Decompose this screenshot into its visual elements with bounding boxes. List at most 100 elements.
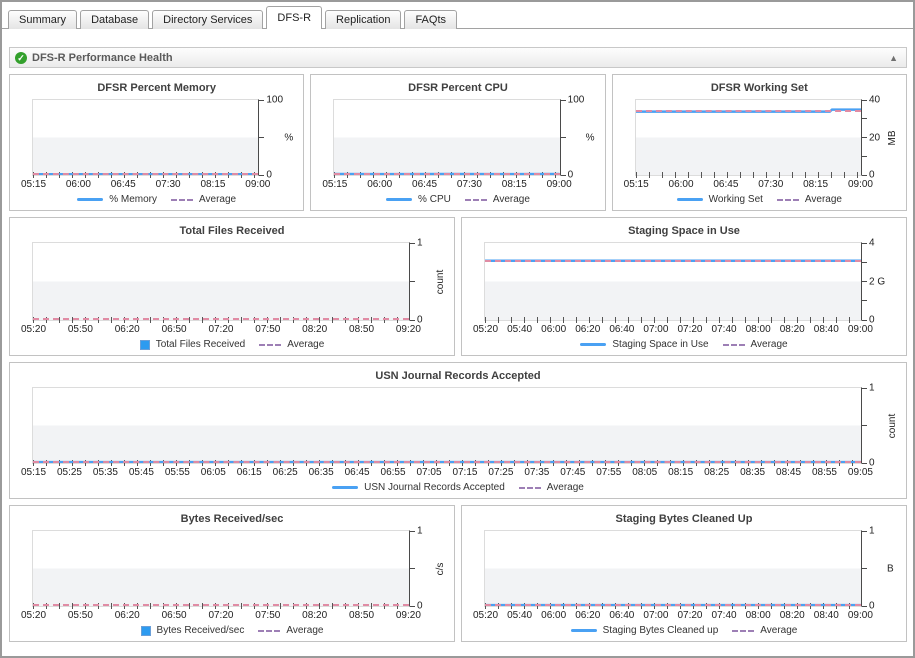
plot-area: 0 1 count [32, 383, 898, 469]
x-tick-label: 06:00 [541, 324, 567, 335]
x-tick-label: 09:00 [245, 179, 271, 190]
y-tick [862, 387, 867, 389]
x-tick-label: 07:40 [711, 610, 737, 621]
y-tick [560, 137, 566, 138]
tab-summary[interactable]: Summary [8, 10, 78, 29]
tab-faqts[interactable]: FAQts [404, 10, 457, 29]
x-tick-label: 05:50 [67, 324, 93, 335]
x-tick-label: 07:15 [452, 467, 478, 478]
chart-legend: Working Set Average [613, 191, 906, 208]
y-tick [259, 137, 265, 138]
y-tick-label: 100 [567, 94, 585, 106]
x-tick-label: 05:15 [322, 179, 348, 190]
y-tick-label: 0 [567, 169, 574, 181]
tab-database[interactable]: Database [80, 10, 150, 29]
average-line [33, 318, 409, 321]
plot-zone: 0 100% [32, 95, 293, 181]
x-tick-label: 05:50 [67, 610, 93, 621]
average-line [33, 173, 259, 176]
x-tick-label: 08:40 [813, 610, 839, 621]
x-tick-label: 05:20 [21, 610, 47, 621]
x-axis-labels: 05:15 06:00 06:45 07:30 08:15 09:00 [322, 179, 571, 191]
x-tick-label: 06:50 [161, 610, 187, 621]
y-axis-unit: B [887, 563, 894, 574]
x-tick-label: 07:30 [758, 179, 784, 190]
legend-series-label: % Memory [109, 194, 158, 205]
legend-average-label: Average [286, 625, 324, 636]
x-tick-label: 08:20 [302, 324, 328, 335]
x-tick-label: 08:15 [200, 179, 226, 190]
x-tick-label: 08:15 [803, 179, 829, 190]
tab-directory-services[interactable]: Directory Services [152, 10, 264, 29]
y-axis-unit: c/s [435, 562, 446, 575]
plot-area: 0 2 G 4 [484, 238, 885, 326]
x-tick-label: 07:20 [677, 610, 703, 621]
x-tick-label: 05:40 [507, 324, 533, 335]
legend-series-label: Bytes Received/sec [156, 625, 245, 636]
tab-replication[interactable]: Replication [325, 10, 402, 29]
y-tick-label: 100 [266, 94, 284, 106]
plot-area: 0 20 40 MB [634, 95, 898, 181]
y-tick [862, 281, 867, 282]
plot-area: 0 100% [32, 95, 293, 181]
legend-average-label: Average [750, 339, 788, 350]
x-tick-label: 05:15 [623, 179, 649, 190]
plot-zone: 0 1 count [32, 383, 898, 469]
legend-series-label: USN Journal Records Accepted [364, 482, 505, 493]
x-tick-label: 08:20 [779, 324, 805, 335]
tab-dfs-r[interactable]: DFS-R [266, 6, 323, 29]
chart-legend: % Memory Average [10, 191, 303, 208]
x-tick-label: 05:20 [473, 610, 499, 621]
legend-series-swatch [140, 625, 151, 636]
x-tick-label: 05:15 [21, 467, 47, 478]
plot-zone: 0 100% [333, 95, 595, 181]
chart-legend: % CPU Average [311, 191, 604, 208]
chart-row-4: Bytes Received/sec 0 1 c/s 05:20 05:50 06:20… [9, 505, 907, 642]
legend-average-swatch [776, 198, 799, 201]
x-tick-label: 06:25 [272, 467, 298, 478]
x-tick-label: 08:15 [668, 467, 694, 478]
y-tick [410, 568, 415, 569]
x-tick-label: 06:00 [65, 179, 91, 190]
x-axis-labels: 05:20 05:50 06:20 06:50 07:20 07:50 08:20 08:50… [21, 324, 421, 336]
y-axis-unit: count [435, 269, 446, 294]
plot-area: 0 1 c/s [32, 526, 446, 612]
x-tick-label: 05:25 [56, 467, 82, 478]
x-tick-label: 08:50 [349, 324, 375, 335]
plot-zone: 0 20 40 MB [634, 95, 898, 181]
y-tick [862, 261, 867, 263]
x-tick-label: 08:45 [776, 467, 802, 478]
x-axis-labels: 05:20 05:40 06:00 06:20 06:40 07:00 07:20 07:40… [473, 324, 873, 336]
chart-title: Staging Bytes Cleaned Up [615, 513, 753, 525]
x-tick-label: 06:20 [575, 610, 601, 621]
legend-series-label: Staging Bytes Cleaned up [602, 625, 719, 636]
x-tick-label: 06:45 [412, 179, 438, 190]
x-axis-ticks [635, 172, 861, 178]
x-axis-labels: 05:15 06:00 06:45 07:30 08:15 09:00 [624, 179, 873, 191]
legend-average-label: Average [546, 482, 584, 493]
legend-series-label: Total Files Received [155, 339, 246, 350]
plot-area: 0 100% [333, 95, 595, 181]
x-tick-label: 06:20 [114, 324, 140, 335]
collapse-section-icon[interactable]: ▲ [889, 52, 898, 63]
legend-average-label: Average [492, 194, 530, 205]
chart-title: Staging Space in Use [628, 225, 740, 237]
legend-series-swatch [332, 486, 359, 489]
x-tick-label: 07:20 [208, 324, 234, 335]
x-tick-label: 06:40 [609, 610, 635, 621]
x-tick-label: 07:45 [560, 467, 586, 478]
legend-series-label: % CPU [418, 194, 451, 205]
y-axis-unit: % [585, 132, 595, 143]
x-tick-label: 06:50 [161, 324, 187, 335]
y-axis-unit: count [887, 413, 898, 438]
average-line [485, 604, 861, 607]
chart-legend: Staging Bytes Cleaned up Average [462, 622, 906, 639]
y-tick [862, 568, 867, 569]
x-tick-label: 09:00 [847, 324, 873, 335]
legend-series-swatch [139, 339, 150, 350]
x-tick-label: 08:35 [740, 467, 766, 478]
x-tick-label: 07:55 [596, 467, 622, 478]
y-tick-label: 4 [869, 237, 875, 249]
x-axis-ticks [485, 317, 861, 323]
x-tick-label: 06:20 [114, 610, 140, 621]
